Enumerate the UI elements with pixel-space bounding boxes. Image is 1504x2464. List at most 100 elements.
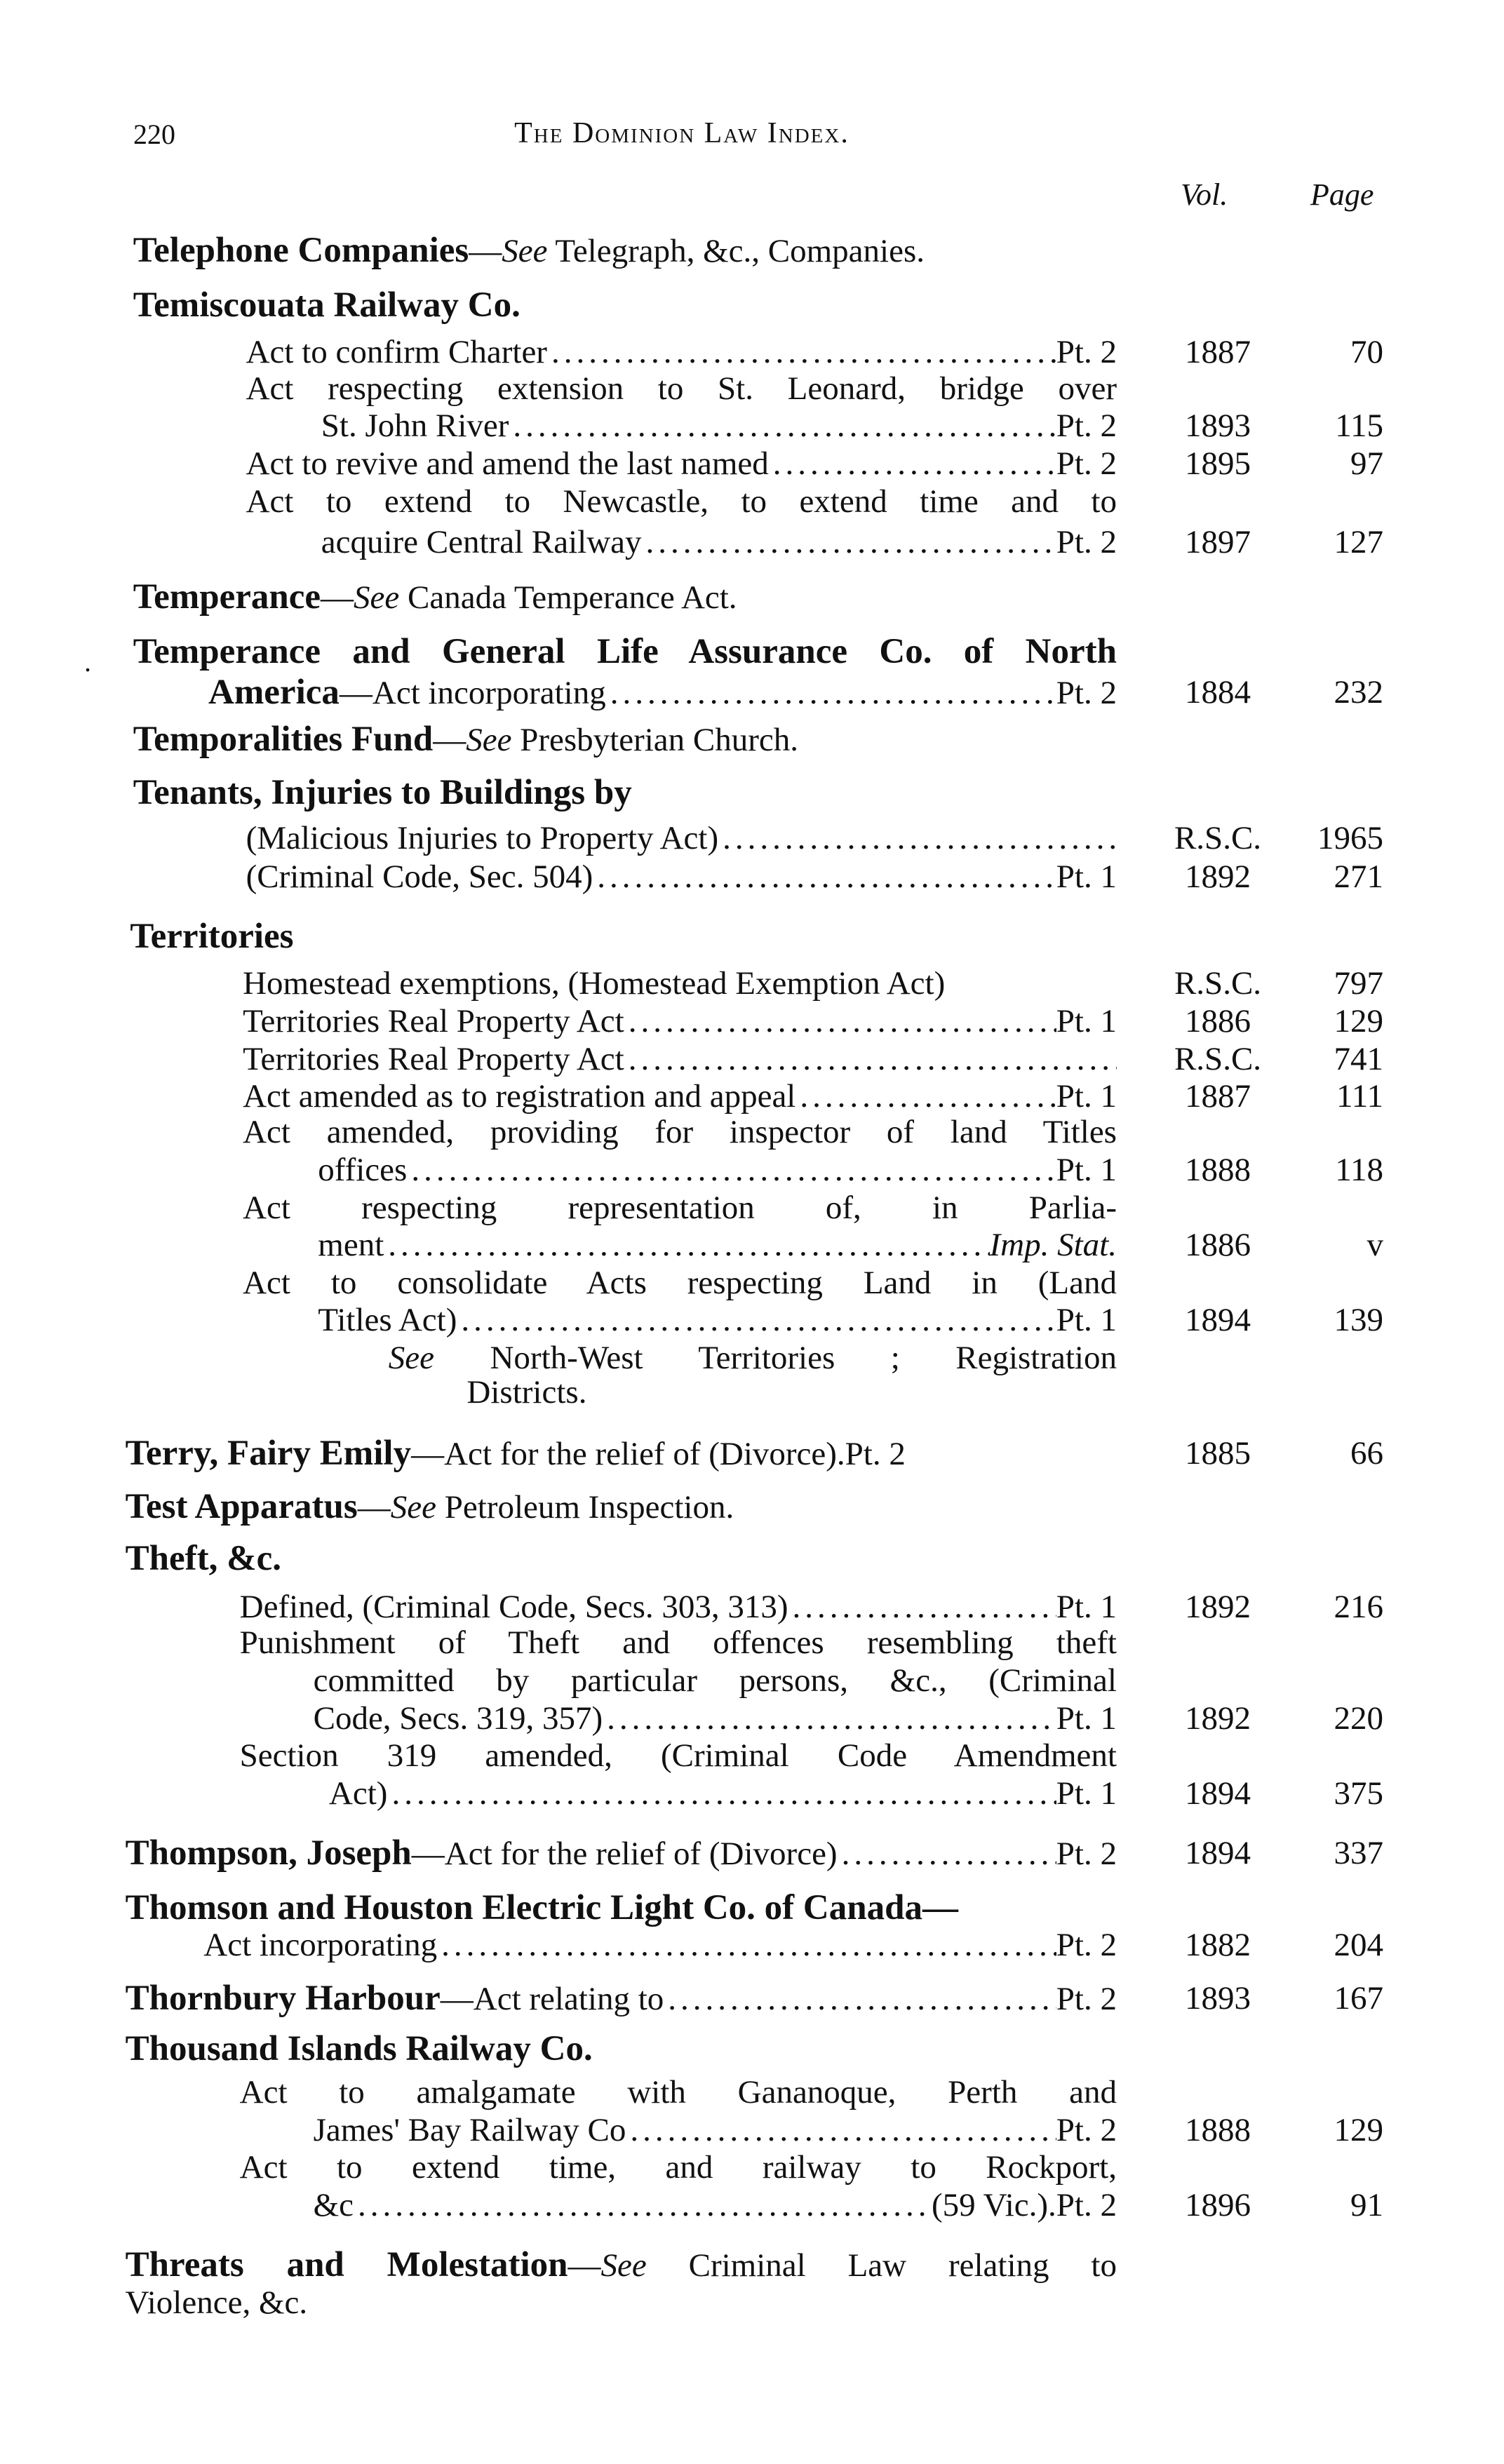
entry-heading: Temperance and General Life Assurance Co… [133,631,1117,671]
entry-text: Act to amalgamate with Gananoque, Perth … [240,2073,1117,2112]
entry-label: Thompson, Joseph—Act for the relief of (… [126,1833,838,1873]
entry-label: Telephone Companies—See Telegraph, &c., … [133,231,925,271]
volume: 1892 [1185,1699,1251,1737]
entry-label: Act) [329,1774,388,1813]
entry-label: Section 319 amended, (Criminal Code Amen… [240,1737,1117,1774]
dot-leader: ........................................… [628,1002,1056,1039]
entry-text: Territories [130,917,293,956]
index-line: (Malicious Injuries to Property Act)....… [0,819,1504,858]
entry-label: Act to consolidate Acts respecting Land … [243,1265,1117,1301]
dot-leader: ........................................… [461,1302,1056,1339]
entry-text: Punishment of Theft and offences resembl… [240,1623,1117,1662]
entry-label: Act to extend time, and railway to Rockp… [240,2149,1117,2186]
index-line: Districts. [0,1373,1504,1412]
volume: 1892 [1185,1589,1251,1626]
entry-text: ment....................................… [318,1225,1117,1265]
entry-heading: Temiscouata Railway Co. [133,285,521,325]
entry-text: Temporalities Fund—See Presbyterian Chur… [133,720,798,759]
index-line: Act)....................................… [0,1774,1504,1813]
index-line: Titles Act).............................… [0,1300,1504,1340]
entry-label: Temporalities Fund—See Presbyterian Chur… [133,720,798,760]
index-line: Act respecting representation of, in Par… [0,1188,1504,1227]
index-line: Section 319 amended, (Criminal Code Amen… [0,1736,1504,1775]
entry-text: Telephone Companies—See Telegraph, &c., … [133,231,925,270]
volume: 1893 [1185,1980,1251,2017]
statute-part: Pt. 1 [1056,1152,1117,1189]
index-line: Thompson, Joseph—Act for the relief of (… [0,1833,1504,1873]
entry-label: Act respecting representation of, in Par… [243,1190,1117,1226]
entry-label: St. John River [321,406,509,445]
index-line: Territories Real Property Act...........… [0,1002,1504,1041]
entry-text: (Criminal Code, Sec. 504)...............… [246,857,1117,896]
entry-text: committed by particular persons, &c., (C… [314,1661,1117,1700]
page-ref: 70 [1350,334,1383,371]
index-line: Homestead exemptions, (Homestead Exempti… [0,964,1504,1003]
entry-text: Act to extend to Newcastle, to extend ti… [246,482,1117,521]
entry-text: See North-West Territories ; Registratio… [389,1338,1117,1378]
entry-text-segment: Districts. [466,1374,587,1411]
entry-text-segment: Act amended as to registration and appea… [243,1078,796,1115]
page-ref: 741 [1334,1040,1384,1077]
dot-leader: ........................................… [441,1927,1056,1964]
entry-text: Act to confirm Charter..................… [246,332,1117,372]
entry-heading: Thompson, Joseph [125,1833,412,1873]
entry-text-segment: Canada Temperance Act. [399,579,737,616]
index-line: offices.................................… [0,1150,1504,1190]
entry-label: offices [318,1150,407,1190]
page-number: 220 [133,119,175,150]
see-reference: See [466,721,512,758]
entry-text: St. John River..........................… [321,406,1117,445]
entry-label: See North-West Territories ; Registratio… [389,1340,1117,1376]
volume: 1886 [1185,1227,1251,1264]
entry-label: Territories [130,917,293,957]
statute-part: Pt. 1 [1056,1775,1117,1812]
statute-part: Pt. 2 [1056,523,1117,560]
volume: 1892 [1185,859,1251,896]
entry-label: Terry, Fairy Emily—Act for the relief of… [126,1434,845,1474]
entry-label: (Malicious Injuries to Property Act) [246,819,719,858]
entry-label: Act amended as to registration and appea… [243,1077,795,1116]
page-ref: 129 [1334,2111,1384,2148]
index-line: acquire Central Railway.................… [0,523,1504,562]
entry-text-segment: —Act for the relief of (Divorce) [411,1835,838,1872]
index-line: Temperance—See Canada Temperance Act. [0,577,1504,617]
entry-text-segment: — [321,579,354,616]
entry-text-segment: Act to extend to Newcastle, to extend ti… [246,483,1117,520]
index-line: Act incorporating.......................… [0,1925,1504,1965]
volume: 1887 [1185,1078,1251,1115]
entry-text: Temperance—See Canada Temperance Act. [133,577,737,617]
dot-leader: ........................................… [630,2111,1056,2148]
entry-text: Act respecting representation of, in Par… [243,1188,1117,1227]
dot-leader: ........................................… [610,674,1056,711]
entry-text: Districts. [466,1373,586,1412]
volume: 1885 [1185,1435,1251,1472]
index-line: ment....................................… [0,1225,1504,1265]
index-line: Temporalities Fund—See Presbyterian Chur… [0,720,1504,759]
index-line: Thomson and Houston Electric Light Co. o… [0,1888,1504,1927]
index-line: Act to extend time, and railway to Rockp… [0,2148,1504,2187]
volume: R.S.C. [1174,1040,1262,1077]
statute-part: Pt. 1 [1056,1302,1117,1339]
dot-leader: ........................................… [723,819,1117,856]
page-ref: 97 [1350,445,1383,482]
entry-text-segment: Act respecting representation of, in Par… [243,1189,1117,1226]
entry-text-segment: Section 319 amended, (Criminal Code Amen… [239,1737,1117,1775]
page-ref: 216 [1334,1589,1384,1626]
entry-text: Act amended as to registration and appea… [243,1077,1117,1116]
dot-leader: ........................................… [772,445,1056,482]
entry-heading: Telephone Companies [133,231,469,271]
entry-text-segment: &c [313,2187,354,2224]
entry-label: Thomson and Houston Electric Light Co. o… [126,1888,958,1928]
entry-label: America—Act incorporating [208,673,606,713]
entry-text-segment: —Act incorporating [339,674,606,711]
entry-text: James' Bay Railway Co...................… [314,2110,1117,2150]
entry-text: Threats and Molestation—See Criminal Law… [126,2245,1117,2284]
volume: R.S.C. [1174,965,1262,1002]
entry-text: Act respecting extension to St. Leonard,… [246,369,1117,408]
entry-label: Tenants, Injuries to Buildings by [133,773,632,813]
entry-text: Temperance and General Life Assurance Co… [133,632,1117,671]
page-ref: 91 [1350,2187,1383,2224]
entry-label: Districts. [466,1373,586,1412]
dot-leader: ........................................… [597,859,1056,896]
dot-leader: ........................................… [513,408,1056,445]
